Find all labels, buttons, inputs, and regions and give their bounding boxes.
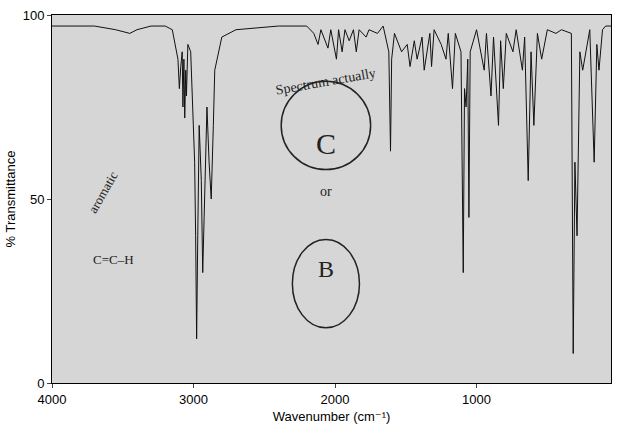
- svg-text:B: B: [318, 256, 334, 282]
- svg-text:C=C–H: C=C–H: [93, 252, 134, 267]
- svg-text:Spectrum actually: Spectrum actually: [275, 65, 378, 97]
- svg-text:100: 100: [23, 8, 45, 23]
- svg-text:4000: 4000: [38, 392, 67, 407]
- svg-text:1000: 1000: [462, 392, 491, 407]
- svg-text:aromatic: aromatic: [85, 169, 121, 216]
- svg-text:50: 50: [30, 192, 44, 207]
- svg-text:% Transmittance: % Transmittance: [3, 151, 18, 248]
- svg-text:Wavenumber (cm⁻¹): Wavenumber (cm⁻¹): [273, 409, 391, 424]
- svg-text:0: 0: [37, 376, 44, 391]
- svg-text:or: or: [320, 184, 332, 199]
- svg-text:2000: 2000: [321, 392, 350, 407]
- svg-text:3000: 3000: [179, 392, 208, 407]
- svg-text:C: C: [316, 127, 336, 160]
